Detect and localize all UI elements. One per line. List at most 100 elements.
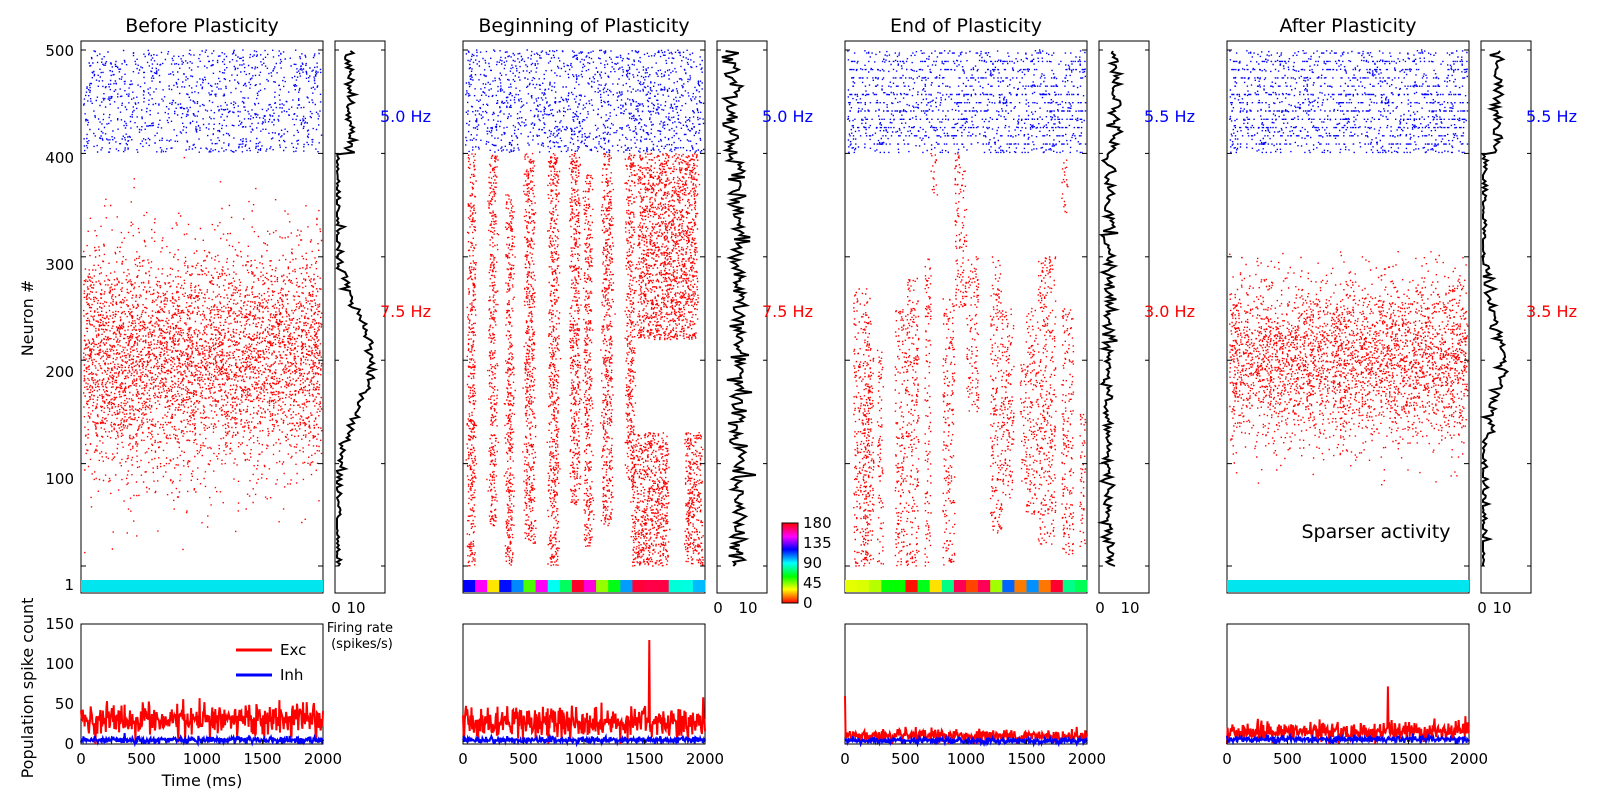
orientation-bar-segment <box>656 580 670 592</box>
panel-title-end: End of Plasticity <box>890 15 1042 37</box>
inh-rate-label-before: 5.0 Hz <box>380 107 431 126</box>
orientation-bar-segment <box>929 580 943 592</box>
orientation-bar <box>81 580 323 592</box>
rate-x-tick: 0 <box>713 599 723 617</box>
panel-title-before: Before Plasticity <box>125 15 279 37</box>
firing-rate-trace <box>1097 50 1125 567</box>
inh-rate-label-after: 5.5 Hz <box>1526 107 1577 126</box>
legend-inh-label: Inh <box>280 666 303 684</box>
orientation-bar-segment <box>990 580 1003 592</box>
rate-frame-end <box>1098 40 1150 594</box>
time-tick-label: 2000 <box>1068 750 1106 768</box>
rate-x-axis-label: Firing rate (spikes/s) <box>327 621 397 652</box>
orientation-bar-segment <box>668 580 682 592</box>
orientation-bar-segment <box>1038 580 1052 592</box>
exc-rate-label-after: 3.5 Hz <box>1526 302 1577 321</box>
orientation-bar-segment <box>893 580 906 592</box>
rate-trace-after <box>1479 50 1510 566</box>
time-tick-label: 500 <box>509 750 538 768</box>
raster-frame-before <box>80 40 324 594</box>
inh-spike-count-line <box>844 733 1088 748</box>
time-tick-label: 2000 <box>686 750 724 768</box>
raster-spikes-beginning <box>463 49 706 592</box>
orientation-bar-segment <box>571 580 585 592</box>
exc-rate-label-end: 3.0 Hz <box>1144 302 1195 321</box>
rate-x-tick: 10 <box>1120 599 1139 617</box>
time-tick-labels: 0 500 1000 1500 2000 0 500 1000 1500 2000 0 500 1000… <box>76 750 1488 768</box>
raster-frame-after <box>1226 40 1470 594</box>
orientation-bar-segment <box>845 580 858 592</box>
time-tick-label: 2000 <box>1450 750 1488 768</box>
orientation-bar-segment <box>1062 580 1076 592</box>
sparser-activity-annotation: Sparser activity <box>1301 521 1450 543</box>
time-tick-label: 500 <box>1273 750 1302 768</box>
orientation-bar-segment <box>620 580 633 592</box>
inh-rate-label-beginning: 5.0 Hz <box>762 107 813 126</box>
colorbar-tick: 135 <box>803 534 832 552</box>
raster-frame-end <box>844 40 1088 594</box>
orientation-colorbar <box>781 522 799 604</box>
spike-count-beginning <box>462 639 706 748</box>
count-y-tick: 0 <box>64 735 74 753</box>
count-y-tick: 50 <box>55 695 74 713</box>
colorbar-tick: 0 <box>803 594 813 612</box>
time-tick-label: 0 <box>1222 750 1232 768</box>
orientation-bar-segment <box>680 580 694 592</box>
rate-x-tick: 10 <box>738 599 757 617</box>
raster-frame-beginning <box>462 40 706 594</box>
y-tick-label: 300 <box>45 256 74 274</box>
orientation-bar-segment <box>596 580 609 592</box>
spike-count-y-label: Population spike count <box>18 598 37 779</box>
colorbar-tick: 90 <box>803 554 822 572</box>
inh-rate-label-end: 5.5 Hz <box>1144 107 1195 126</box>
time-tick-label: 1500 <box>243 750 281 768</box>
firing-rate-trace <box>335 50 379 567</box>
inh-spike-count-line <box>462 733 706 748</box>
orientation-bar-segment <box>966 580 979 592</box>
excitatory-spikes <box>83 156 323 554</box>
rate-x-tick: 0 <box>1477 599 1487 617</box>
orientation-bar-segment <box>487 580 500 592</box>
spike-count-end <box>844 695 1088 748</box>
exc-spike-count-line <box>844 695 1088 745</box>
time-tick-label: 0 <box>76 750 86 768</box>
time-tick-label: 500 <box>127 750 156 768</box>
rate-frame-beginning <box>716 40 768 594</box>
rate-x-tick: 10 <box>346 599 365 617</box>
count-y-tick: 150 <box>45 615 74 633</box>
exc-spike-count-line <box>1226 686 1470 745</box>
orientation-bar-segment <box>523 580 537 592</box>
orientation-bar-segment <box>559 580 573 592</box>
firing-rate-trace <box>1479 50 1510 566</box>
excitatory-spikes <box>853 153 1087 567</box>
inhibitory-spikes <box>83 49 323 153</box>
time-tick-label: 1000 <box>947 750 985 768</box>
orientation-bar-segment <box>644 580 658 592</box>
raster-spikes-end <box>845 49 1088 592</box>
orientation-bar-segment <box>632 580 645 592</box>
orientation-bar-segment <box>917 580 931 592</box>
orientation-bar-segment <box>463 580 476 592</box>
time-tick-label: 500 <box>891 750 920 768</box>
orientation-bar-segment <box>857 580 870 592</box>
time-tick-label: 1500 <box>625 750 663 768</box>
time-tick-label: 1500 <box>1007 750 1045 768</box>
axis-ticks <box>80 49 1531 744</box>
exc-rate-label-before: 7.5 Hz <box>380 302 431 321</box>
orientation-bar-segment <box>905 580 919 592</box>
orientation-bar-segment <box>869 580 882 592</box>
orientation-bar-segment <box>1074 580 1088 592</box>
orientation-bar-segment <box>511 580 524 592</box>
panel-title-after: After Plasticity <box>1279 15 1416 37</box>
orientation-bar-segment <box>535 580 549 592</box>
orientation-bar-segment <box>475 580 488 592</box>
raster-spikes-before <box>81 49 323 592</box>
spike-count-before <box>80 698 324 748</box>
time-tick-label: 2000 <box>304 750 342 768</box>
y-tick-label: 100 <box>45 470 74 488</box>
inhibitory-spikes <box>1229 49 1469 154</box>
rate-frame-before <box>334 40 386 594</box>
orientation-bar-segment <box>547 580 561 592</box>
excitatory-spikes <box>1229 251 1469 486</box>
